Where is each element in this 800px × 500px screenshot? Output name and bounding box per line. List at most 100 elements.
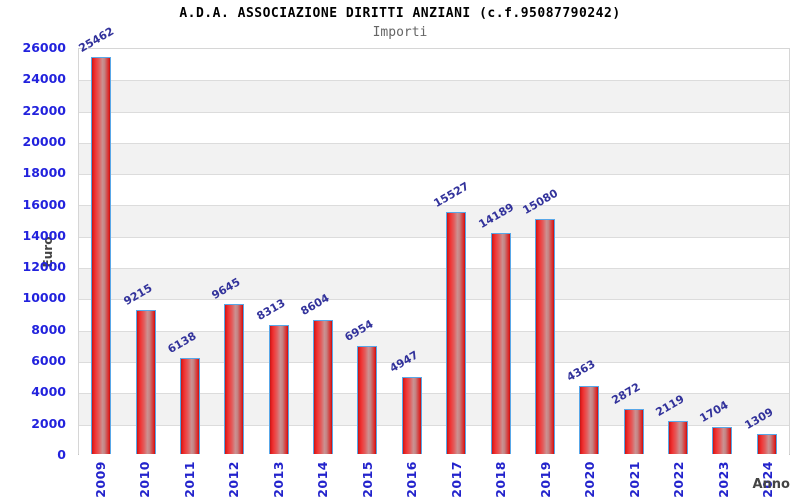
bar-value-label: 8313 xyxy=(254,295,288,323)
grid-band xyxy=(79,80,789,112)
bar-slot: 2872 xyxy=(609,49,656,454)
x-tick-label: 2010 xyxy=(137,461,153,498)
y-tick-label: 10000 xyxy=(22,290,67,306)
y-tick-label: 16000 xyxy=(22,196,67,212)
x-tick-label: 2009 xyxy=(92,461,108,498)
x-tick-slot: 2009 xyxy=(78,461,123,500)
x-tick-slot: 2014 xyxy=(301,461,346,500)
x-tick-label: 2015 xyxy=(359,461,375,498)
bar: 4363 xyxy=(565,357,600,454)
x-tick-slot: 2012 xyxy=(212,461,257,500)
bar: 4947 xyxy=(387,348,422,454)
grid-band xyxy=(79,205,789,237)
bar: 15527 xyxy=(432,180,471,454)
x-tick-slot: 2015 xyxy=(345,461,390,500)
x-tick-label: 2016 xyxy=(404,461,420,498)
bar: 8604 xyxy=(299,291,334,454)
bar-slot: 25462 xyxy=(77,25,123,454)
bar-slot: 1309 xyxy=(742,49,789,454)
x-tick-slot: 2016 xyxy=(390,461,435,500)
bar-slot: 15080 xyxy=(520,49,567,454)
y-tick-label: 20000 xyxy=(22,133,67,149)
chart-subtitle: Importi xyxy=(372,25,428,40)
bar-slot: 6954 xyxy=(343,49,389,454)
chart-title: A.D.A. ASSOCIAZIONE DIRITTI ANZIANI (c.f… xyxy=(179,6,621,21)
bar-slot: 6138 xyxy=(165,49,212,454)
y-tick-label: 12000 xyxy=(22,259,67,275)
grid-band xyxy=(79,49,789,81)
y-tick-label: 4000 xyxy=(31,384,66,400)
x-tick-slot: 2020 xyxy=(568,461,613,500)
x-tick-label: 2021 xyxy=(626,461,642,498)
bar-slot: 8313 xyxy=(254,49,301,454)
x-tick-label: 2013 xyxy=(270,461,286,498)
bar-slot: 9215 xyxy=(121,49,167,454)
bar: 6954 xyxy=(343,317,378,454)
bar: 1704 xyxy=(698,399,733,454)
bar-slot: 15527 xyxy=(432,49,478,454)
bar: 6138 xyxy=(165,330,200,454)
bar-value-label: 4947 xyxy=(387,348,421,375)
grid-band xyxy=(79,268,789,300)
x-tick-slot: 2023 xyxy=(701,461,746,500)
bar-value-label: 8604 xyxy=(298,291,332,318)
x-tick-label: 2019 xyxy=(537,461,553,498)
bar-value-label: 15527 xyxy=(431,179,472,211)
bar: 9215 xyxy=(121,282,156,454)
x-axis-title: Anno xyxy=(752,477,790,492)
bar-slot: 8604 xyxy=(299,49,345,454)
x-tick-slot: 2022 xyxy=(657,461,702,500)
bar-value-label: 6954 xyxy=(342,317,376,344)
grid-bands xyxy=(79,49,789,456)
x-tick-label: 2020 xyxy=(582,461,598,498)
grid-band xyxy=(79,174,789,206)
y-tick-label: 6000 xyxy=(31,353,66,369)
x-tick-slot: 2017 xyxy=(434,461,479,500)
bar-value-label: 1704 xyxy=(697,398,731,426)
y-tick-label: 0 xyxy=(57,447,66,462)
x-tick-slot: 2010 xyxy=(123,461,168,500)
bar-series: 25462 9215 6138 9645 8313 8604 6954 4947 15527 14… xyxy=(77,25,789,454)
x-tick-label: 2011 xyxy=(181,461,197,498)
x-tick-label: 2012 xyxy=(226,461,242,498)
x-tick-label: 2018 xyxy=(493,461,509,498)
bar-slot: 4363 xyxy=(565,49,611,454)
bar-value-label: 9645 xyxy=(209,275,243,302)
y-tick-label: 18000 xyxy=(22,165,67,181)
x-tick-slot: 2018 xyxy=(479,461,524,500)
bar-slot: 4947 xyxy=(387,49,434,454)
x-tick-label: 2022 xyxy=(671,461,687,498)
grid-band xyxy=(79,111,789,143)
y-tick-label: 14000 xyxy=(22,227,67,243)
y-tick-label: 24000 xyxy=(22,71,67,87)
x-tick-slot: 2013 xyxy=(256,461,301,500)
bar-value-label: 15080 xyxy=(520,186,561,218)
grid-band xyxy=(79,142,789,175)
bar: 2872 xyxy=(609,381,644,454)
x-tick-label: 2014 xyxy=(315,461,331,498)
x-tick-label: 2023 xyxy=(715,461,731,498)
bar: 15080 xyxy=(520,187,560,454)
x-tick-slot: 2021 xyxy=(612,461,657,500)
x-tick-slot: 2019 xyxy=(523,461,568,500)
y-tick-label: 2000 xyxy=(31,415,66,431)
bar: 25462 xyxy=(77,25,116,454)
bar-value-label: 2872 xyxy=(609,380,643,408)
bar-value-label: 2119 xyxy=(653,392,687,419)
bar: 2119 xyxy=(654,392,689,454)
x-tick-slot: 2011 xyxy=(167,461,212,500)
y-tick-label: 26000 xyxy=(22,40,67,55)
y-tick-label: 22000 xyxy=(22,102,67,118)
x-axis-tick-labels: 2009 2010 2011 2012 2013 2014 2015 2016 2017 2018… xyxy=(78,461,790,500)
bar-value-label: 14189 xyxy=(476,200,516,231)
bar-value-label: 9215 xyxy=(121,281,155,309)
bar-value-label: 4363 xyxy=(564,357,598,385)
bar-value-label: 6138 xyxy=(165,329,199,357)
bar-slot: 9645 xyxy=(210,49,256,454)
bar-slot: 14189 xyxy=(476,49,522,454)
grid-band xyxy=(79,236,789,269)
bar: 8313 xyxy=(254,296,289,454)
grid-band xyxy=(79,330,789,362)
bar: 9645 xyxy=(210,275,245,454)
